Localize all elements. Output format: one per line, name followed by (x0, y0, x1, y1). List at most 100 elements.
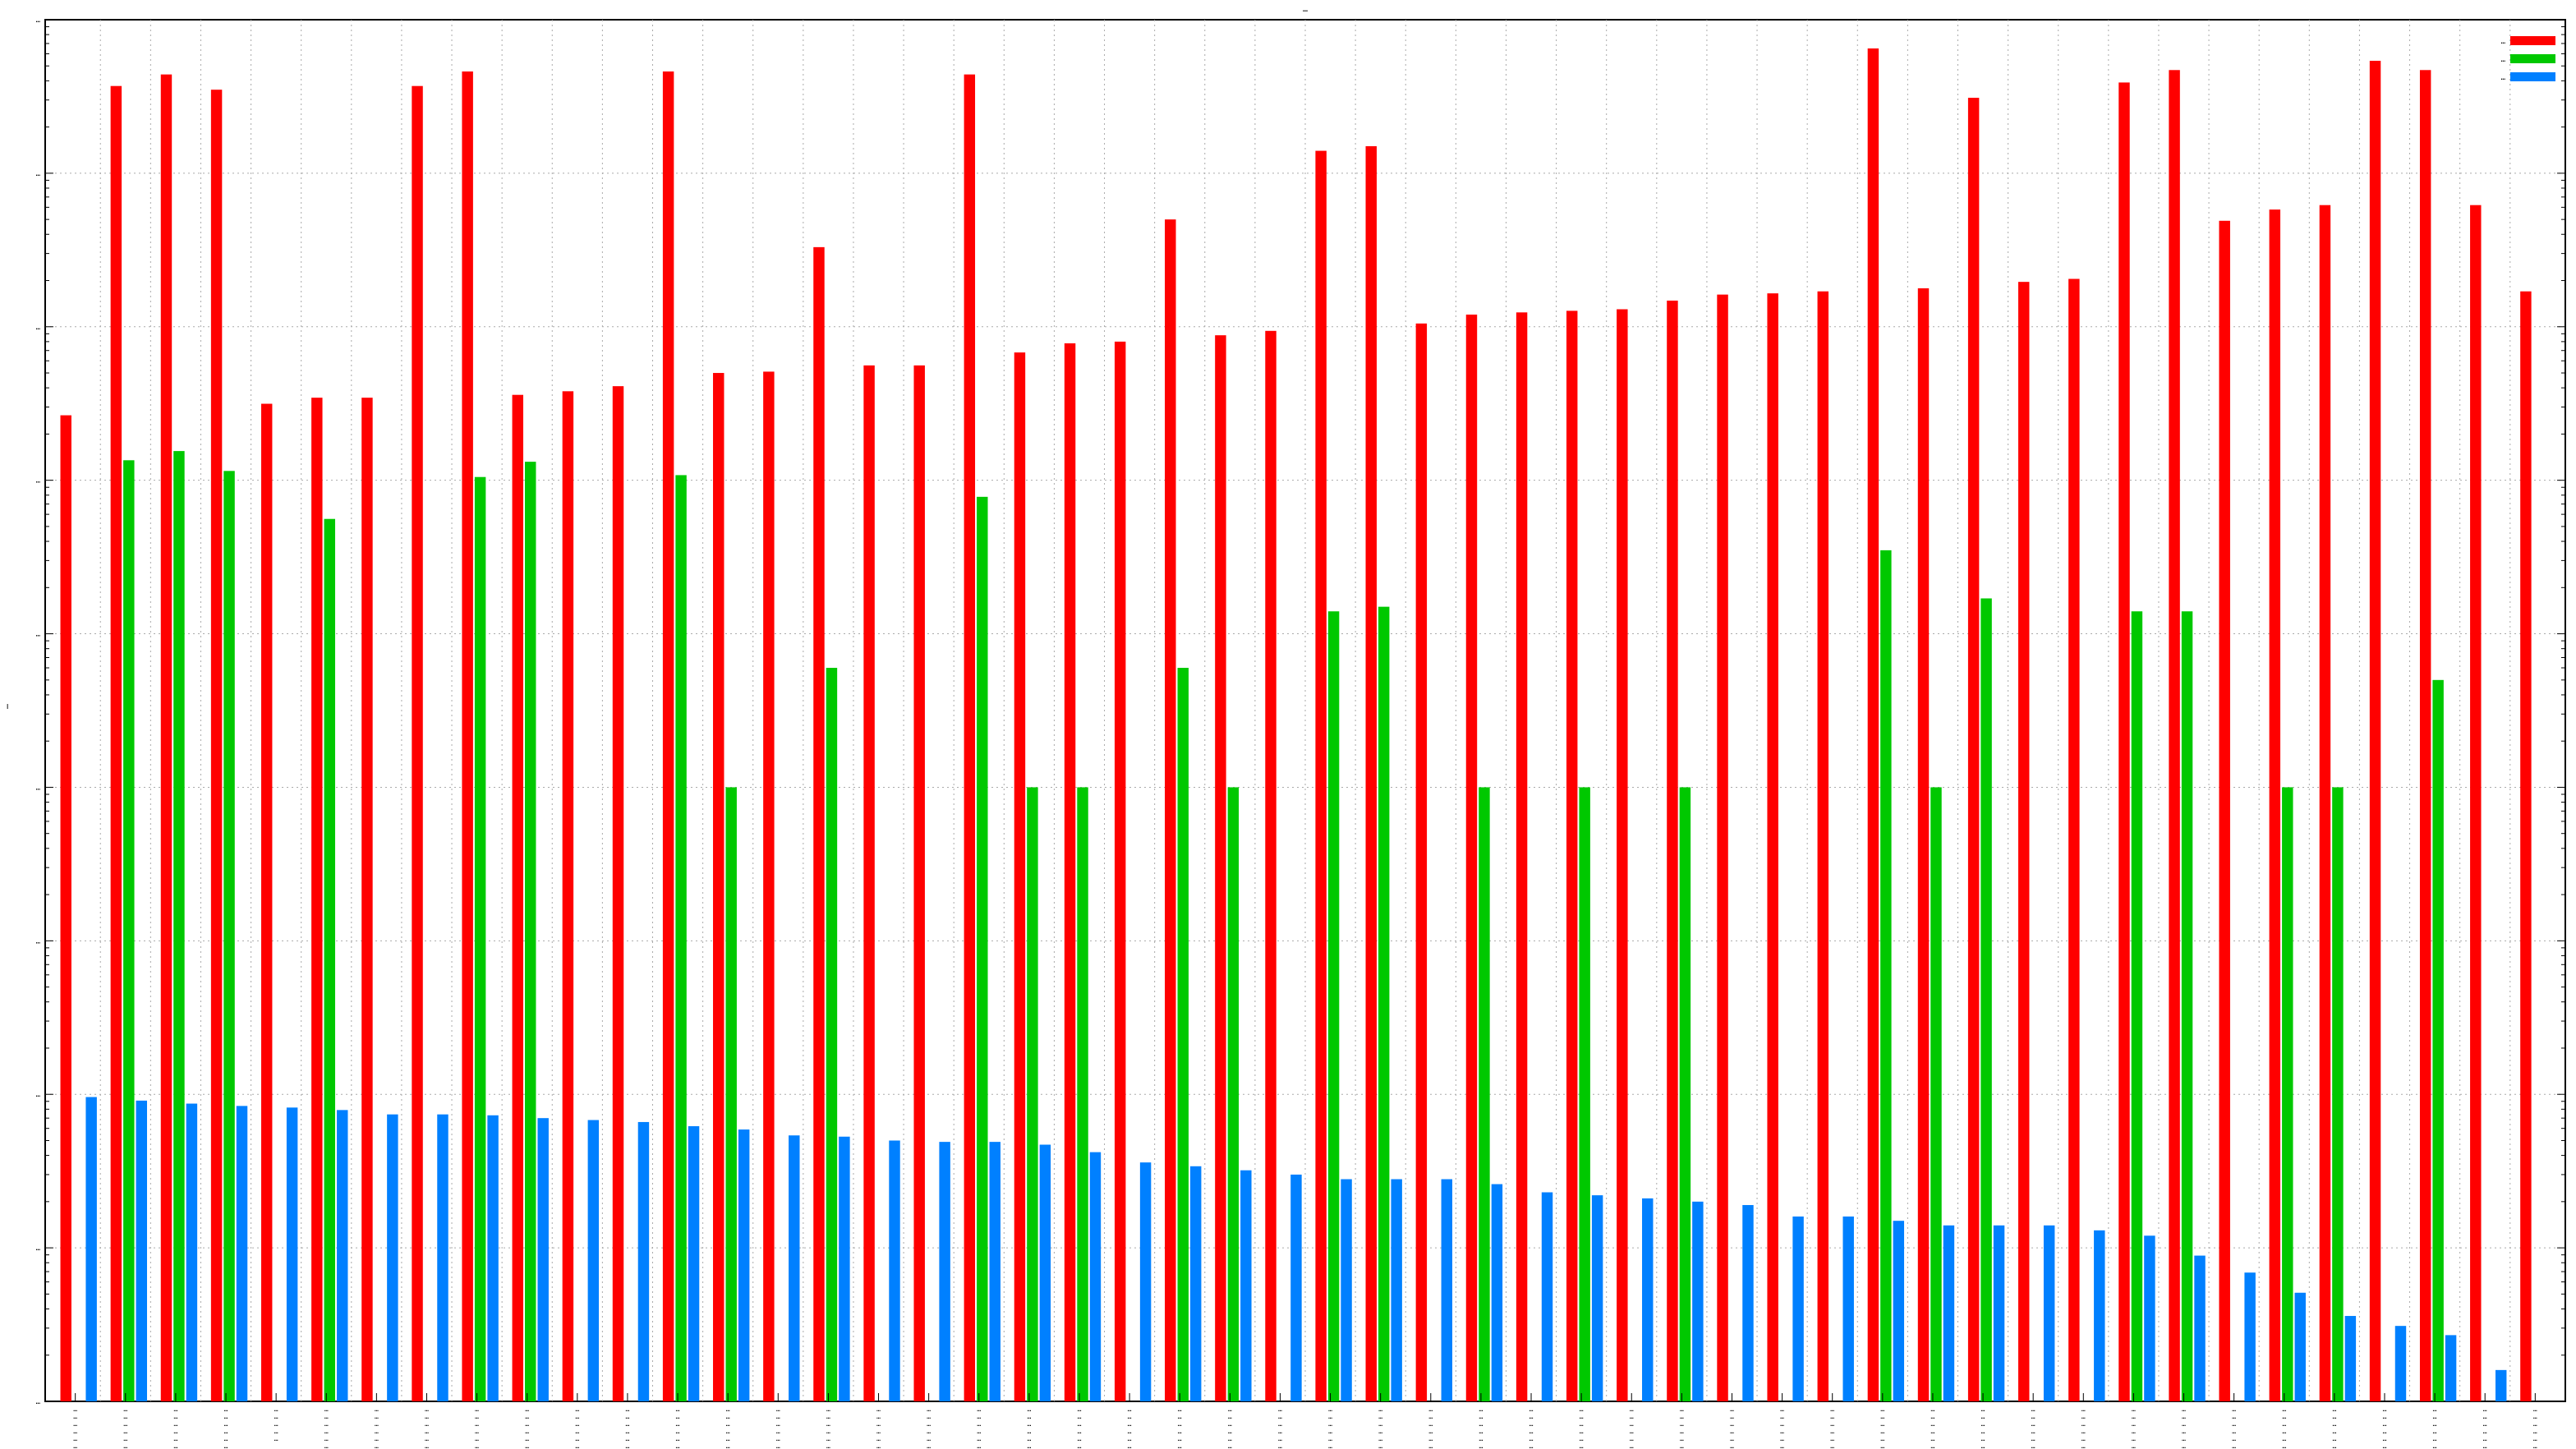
bar (1980, 598, 1992, 1401)
bar (110, 85, 122, 1402)
x-tick-label: … (1730, 1413, 1734, 1420)
x-tick-label: … (1630, 1405, 1634, 1413)
x-tick-label: … (2383, 1435, 2387, 1442)
bar (286, 1107, 298, 1401)
x-tick-label: … (1128, 1442, 1132, 1449)
bar (725, 787, 737, 1401)
x-tick-label: … (1680, 1413, 1684, 1420)
bar (1566, 310, 1578, 1401)
x-tick-label: … (173, 1442, 177, 1449)
bar (1077, 787, 1088, 1401)
x-tick-label: … (726, 1442, 730, 1449)
x-tick-label: … (1178, 1435, 1182, 1442)
x-tick-label: … (1630, 1413, 1634, 1420)
x-tick-label: … (1479, 1405, 1483, 1413)
bar (537, 1118, 549, 1401)
x-tick-label: … (776, 1420, 780, 1428)
x-tick-label: … (1428, 1428, 1433, 1435)
x-tick-label: … (1228, 1405, 1232, 1413)
x-tick-label: … (1027, 1420, 1031, 1428)
bar (85, 1097, 97, 1401)
x-tick-label: … (1680, 1435, 1684, 1442)
x-tick-label: … (2182, 1413, 2186, 1420)
bar (2369, 61, 2381, 1401)
x-tick-label: … (626, 1442, 630, 1449)
x-tick-label: … (876, 1420, 881, 1428)
x-tick-label: … (1428, 1405, 1433, 1413)
bar (60, 415, 71, 1402)
x-tick-label: … (1730, 1442, 1734, 1449)
x-tick-label: … (2182, 1405, 2186, 1413)
x-tick-label: … (575, 1442, 579, 1449)
y-tick-label: … (36, 631, 41, 639)
x-tick-label: … (123, 1428, 127, 1435)
x-tick-label: … (2332, 1435, 2336, 1442)
x-tick-label: … (173, 1435, 177, 1442)
bar (1391, 1179, 1402, 1401)
x-tick-label: … (2282, 1435, 2286, 1442)
bar (2470, 205, 2482, 1401)
bar (1189, 1166, 1202, 1401)
x-tick-label: … (1479, 1413, 1483, 1420)
x-tick-label: … (2383, 1420, 2387, 1428)
x-tick-label: … (1981, 1435, 1985, 1442)
bar (1930, 787, 1942, 1401)
y-tick-label: … (36, 784, 41, 792)
x-tick-label: … (676, 1428, 680, 1435)
x-tick-label: … (1630, 1428, 1634, 1435)
x-tick-label: … (575, 1435, 579, 1442)
x-tick-label: … (626, 1405, 630, 1413)
x-tick-label: … (1530, 1420, 1534, 1428)
x-tick-label: … (1178, 1442, 1182, 1449)
x-tick-label: … (375, 1405, 379, 1413)
x-tick-label: … (2483, 1413, 2487, 1420)
bar (1667, 300, 1678, 1401)
x-tick-label: … (1530, 1442, 1534, 1449)
x-tick-label: … (1278, 1420, 1282, 1428)
x-tick-label: … (1530, 1413, 1534, 1420)
x-tick-label: … (1580, 1405, 1584, 1413)
bar (1967, 98, 1980, 1402)
x-tick-label: … (1128, 1405, 1132, 1413)
x-tick-label: … (2132, 1435, 2136, 1442)
bar (1792, 1216, 1804, 1401)
x-tick-label: … (1328, 1435, 1332, 1442)
bar (562, 391, 574, 1402)
bar (826, 668, 838, 1401)
x-tick-label: … (1931, 1435, 1935, 1442)
bar (1290, 1174, 1302, 1401)
x-tick-label: … (475, 1435, 479, 1442)
bar (1240, 1170, 1252, 1401)
bar (964, 74, 976, 1401)
x-tick-label: … (2182, 1435, 2186, 1442)
x-tick-label: … (1479, 1435, 1483, 1442)
x-tick-label: … (2433, 1435, 2437, 1442)
x-tick-label: … (2132, 1428, 2136, 1435)
x-tick-label: … (2031, 1428, 2036, 1435)
x-tick-label: … (927, 1413, 931, 1420)
x-tick-label: … (876, 1435, 881, 1442)
legend-label: … (2501, 74, 2506, 82)
x-tick-label: … (1479, 1442, 1483, 1449)
x-tick-label: … (2383, 1413, 2387, 1420)
x-tick-label: … (1078, 1420, 1082, 1428)
x-tick-label: … (274, 1428, 278, 1435)
bar (1917, 288, 1930, 1401)
x-tick-label: … (224, 1413, 228, 1420)
x-tick-label: … (927, 1428, 931, 1435)
x-tick-label: … (375, 1435, 379, 1442)
x-tick-label: … (1228, 1435, 1232, 1442)
bar (939, 1142, 950, 1401)
x-tick-label: … (425, 1413, 429, 1420)
x-tick-label: … (2082, 1442, 2086, 1449)
x-tick-label: … (324, 1428, 329, 1435)
x-tick-label: … (876, 1442, 881, 1449)
x-tick-label: … (2132, 1405, 2136, 1413)
bar (210, 90, 223, 1401)
x-tick-label: … (1027, 1413, 1031, 1420)
x-tick-label: … (1378, 1435, 1382, 1442)
x-tick-label: … (1027, 1435, 1031, 1442)
x-tick-label: … (1378, 1420, 1382, 1428)
x-tick-label: … (876, 1413, 881, 1420)
